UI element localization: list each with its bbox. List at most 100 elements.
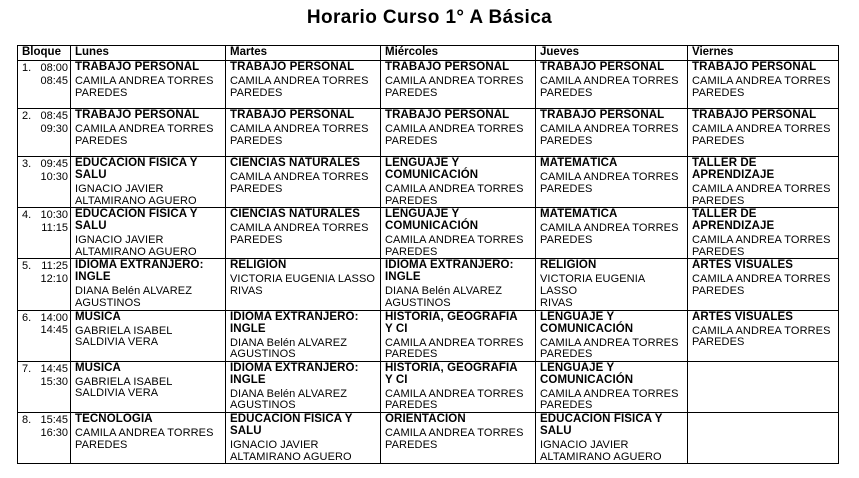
column-header-martes: Martes: [225, 45, 381, 61]
teacher-label: CAMILA ANDREA TORRES PAREDES: [385, 74, 524, 99]
schedule-cell: TALLER DE APRENDIZAJE CAMILA ANDREA TORRE…: [687, 207, 839, 260]
schedule-cell: RELIGIÓN VICTORIA EUGENIA LASSO RIVAS: [535, 258, 688, 311]
block-times: 08:00 08:45: [31, 62, 68, 87]
subject-label: TRABAJO PERSONAL: [230, 109, 355, 121]
table-row: 6. 14:00 14:45 MÚSICA GABRIELA ISABEL SALDIV…: [17, 309, 839, 362]
subject-label: EDUCACIÓN FÍSICA Y SALU: [75, 208, 198, 233]
schedule-cell: TRABAJO PERSONAL CAMILA ANDREA TORRES PAR…: [70, 108, 226, 157]
teacher-label: CAMILA ANDREA TORRES PAREDES: [385, 387, 524, 412]
subject-label: RELIGIÓN: [540, 259, 597, 272]
column-header-miercoles: Miércoles: [380, 45, 536, 61]
block-inner: 8. 15:45 16:30: [22, 414, 68, 439]
teacher-label: IGNACIO JAVIER ALTAMIRANO AGUERO: [75, 234, 197, 258]
table-row: 4. 10:30 11:15 EDUCACIÓN FÍSICA Y SALU IGNAC…: [17, 207, 839, 260]
subject-label: LENGUAJE Y COMUNICACIÓN: [385, 208, 479, 233]
subject-label: EDUCACIÓN FÍSICA Y SALU: [230, 413, 353, 438]
schedule-table: Bloque Lunes Martes Miércoles Jueves Viernes …: [17, 45, 839, 465]
block-cell: 5. 11:25 12:10: [17, 258, 71, 311]
schedule-cell: ARTES VISUALES CAMILA ANDREA TORRES PARED…: [687, 309, 839, 362]
teacher-label: CAMILA ANDREA TORRES PAREDES: [385, 336, 524, 361]
block-times: 10:30 11:15: [31, 209, 68, 234]
block-number: 7.: [22, 362, 32, 375]
time-start: 08:00: [40, 62, 68, 74]
schedule-cell: [687, 360, 839, 414]
schedule-cell: IDIOMA EXTRANJERO: INGLE DIANA Belén ALVA…: [70, 258, 226, 311]
schedule-cell: LENGUAJE Y COMUNICACIÓN CAMILA ANDREA TOR…: [380, 155, 536, 209]
subject-label: IDIOMA EXTRANJERO: INGLE: [75, 259, 204, 284]
subject-label: TRABAJO PERSONAL: [385, 61, 510, 73]
time-start: 11:25: [41, 260, 68, 273]
block-inner: 3. 09:45 10:30: [22, 158, 68, 183]
block-cell: 3. 09:45 10:30: [17, 155, 71, 209]
subject-label: CIENCIAS NATURALES: [230, 157, 361, 169]
header-row: Bloque Lunes Martes Miércoles Jueves Viernes: [17, 45, 839, 61]
time-end: 16:30: [40, 426, 68, 439]
time-end: 12:10: [40, 273, 68, 286]
schedule-cell: CIENCIAS NATURALES CAMILA ANDREA TORRES P…: [225, 155, 381, 209]
schedule-cell: TRABAJO PERSONAL CAMILA ANDREA TORRES PAR…: [380, 60, 536, 109]
schedule-cell: TRABAJO PERSONAL CAMILA ANDREA TORRES PAR…: [687, 108, 839, 157]
schedule-cell: TRABAJO PERSONAL CAMILA ANDREA TORRES PAR…: [535, 60, 688, 109]
block-times: 09:45 10:30: [31, 158, 68, 183]
block-number: 3.: [22, 158, 32, 170]
table-row: 5. 11:25 12:10 IDIOMA EXTRANJERO: INGLE DIAN…: [17, 258, 839, 311]
teacher-label: DIANA Belén ALVAREZ AGUSTINOS: [230, 336, 348, 361]
subject-label: ARTES VISUALES: [692, 310, 794, 323]
block-number: 5.: [22, 260, 32, 273]
time-start: 09:45: [40, 158, 68, 170]
teacher-label: CAMILA ANDREA TORRES PAREDES: [385, 427, 524, 451]
time-end: 08:45: [40, 74, 68, 87]
schedule-cell: ARTES VISUALES CAMILA ANDREA TORRES PARED…: [687, 258, 839, 311]
block-cell: 8. 15:45 16:30: [17, 412, 71, 465]
subject-label: LENGUAJE Y COMUNICACIÓN: [540, 310, 634, 335]
teacher-label: CAMILA ANDREA TORRES PAREDES: [692, 182, 831, 207]
teacher-label: GABRIELA ISABEL SALDIVIA VERA: [75, 324, 173, 349]
schedule-cell: TRABAJO PERSONAL CAMILA ANDREA TORRES PAR…: [380, 108, 536, 157]
teacher-label: IGNACIO JAVIER ALTAMIRANO AGUERO: [75, 182, 197, 207]
subject-label: IDIOMA EXTRANJERO: INGLE: [230, 310, 359, 335]
subject-label: TRABAJO PERSONAL: [540, 109, 665, 121]
subject-label: LENGUAJE Y COMUNICACIÓN: [540, 361, 634, 386]
teacher-label: CAMILA ANDREA TORRES PAREDES: [385, 182, 524, 207]
schedule-cell: MATEMÁTICA CAMILA ANDREA TORRES PAREDES: [535, 207, 688, 260]
schedule-cell: HISTORIA, GEOGRAFÍA Y CI CAMILA ANDREA TO…: [380, 309, 536, 362]
block-cell: 2. 08:45 09:30: [17, 108, 71, 157]
subject-label: RELIGIÓN: [230, 259, 287, 272]
schedule-cell: ORIENTACIÓN CAMILA ANDREA TORRES PAREDES: [380, 412, 536, 465]
schedule-cell: TALLER DE APRENDIZAJE CAMILA ANDREA TORRE…: [687, 155, 839, 209]
time-start: 08:45: [40, 110, 68, 122]
schedule-cell: MÚSICA GABRIELA ISABEL SALDIVIA VERA: [70, 309, 226, 362]
teacher-label: CAMILA ANDREA TORRES PAREDES: [385, 234, 524, 258]
time-end: 14:45: [40, 324, 68, 337]
subject-label: TALLER DE APRENDIZAJE: [692, 157, 775, 181]
schedule-cell: EDUCACIÓN FÍSICA Y SALU IGNACIO JAVIER AL…: [70, 155, 226, 209]
subject-label: TRABAJO PERSONAL: [75, 109, 200, 121]
subject-label: TRABAJO PERSONAL: [692, 61, 817, 73]
block-number: 2.: [22, 110, 32, 122]
schedule-body: 1. 08:00 08:45 TRABAJO PERSONAL CAMILA ANDRE…: [17, 60, 839, 465]
column-header-viernes: Viernes: [687, 45, 839, 61]
teacher-label: CAMILA ANDREA TORRES PAREDES: [230, 122, 369, 147]
subject-label: MÚSICA: [75, 310, 121, 323]
schedule-cell: CIENCIAS NATURALES CAMILA ANDREA TORRES P…: [225, 207, 381, 260]
teacher-label: CAMILA ANDREA TORRES PAREDES: [385, 122, 524, 147]
teacher-label: CAMILA ANDREA TORRES PAREDES: [692, 273, 831, 298]
block-times: 14:00 14:45: [31, 312, 68, 337]
block-cell: 1. 08:00 08:45: [17, 60, 71, 109]
teacher-label: DIANA Belén ALVAREZ AGUSTINOS: [230, 387, 348, 412]
teacher-label: CAMILA ANDREA TORRES PAREDES: [540, 170, 679, 195]
teacher-label: CAMILA ANDREA TORRES PAREDES: [75, 122, 214, 147]
teacher-label: CAMILA ANDREA TORRES PAREDES: [540, 74, 679, 99]
block-times: 14:45 15:30: [31, 363, 68, 388]
table-row: 1. 08:00 08:45 TRABAJO PERSONAL CAMILA ANDRE…: [17, 60, 839, 109]
schedule-cell: IDIOMA EXTRANJERO: INGLE DIANA Belén ALVA…: [225, 309, 381, 362]
column-header-jueves: Jueves: [535, 45, 688, 61]
teacher-label: CAMILA ANDREA TORRES PAREDES: [75, 427, 214, 451]
block-inner: 2. 08:45 09:30: [22, 110, 68, 135]
schedule-cell: LENGUAJE Y COMUNICACIÓN CAMILA ANDREA TOR…: [380, 207, 536, 260]
subject-label: MATEMÁTICA: [540, 157, 618, 169]
teacher-label: CAMILA ANDREA TORRES PAREDES: [692, 122, 831, 147]
teacher-label: DIANA Belén ALVAREZ AGUSTINOS: [75, 285, 193, 309]
subject-label: ARTES VISUALES: [692, 259, 794, 272]
